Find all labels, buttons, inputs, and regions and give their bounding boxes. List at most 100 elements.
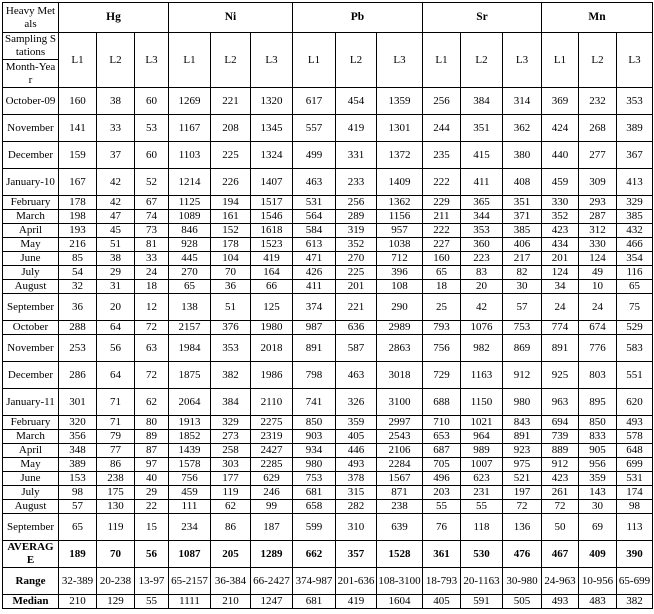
value-cell: 125 xyxy=(250,293,293,321)
value-cell: 463 xyxy=(292,168,336,196)
value-cell: 72 xyxy=(134,320,169,335)
row-label: March xyxy=(2,429,59,444)
value-cell: 99 xyxy=(250,499,293,514)
row-label: August xyxy=(2,499,59,514)
value-cell: 152 xyxy=(210,223,251,238)
value-cell: 56 xyxy=(96,334,135,362)
value-cell: 354 xyxy=(616,251,653,266)
value-cell: 413 xyxy=(616,168,653,196)
value-cell: 81 xyxy=(134,237,169,252)
value-cell: 57 xyxy=(58,499,97,514)
value-cell: 423 xyxy=(541,471,579,486)
value-cell: 38 xyxy=(96,87,135,115)
value-cell: 424 xyxy=(541,114,579,142)
value-cell: 72 xyxy=(541,499,579,514)
value-cell: 434 xyxy=(541,237,579,252)
value-cell: 361 xyxy=(422,540,461,568)
row-label: April xyxy=(2,223,59,238)
value-cell: 905 xyxy=(578,443,617,458)
value-cell: 33 xyxy=(134,251,169,266)
value-cell: 705 xyxy=(422,457,461,472)
value-cell: 309 xyxy=(578,168,617,196)
value-cell: 756 xyxy=(422,334,461,362)
value-cell: 319 xyxy=(335,223,377,238)
value-cell: 210 xyxy=(58,594,97,609)
station-header-sr-l1: L1 xyxy=(422,32,461,88)
value-cell: 374-987 xyxy=(292,567,336,595)
value-cell: 64 xyxy=(96,361,135,389)
value-cell: 20 xyxy=(96,293,135,321)
value-cell: 1517 xyxy=(250,195,293,210)
value-cell: 419 xyxy=(335,114,377,142)
value-cell: 288 xyxy=(58,320,97,335)
table-row: July 98 175 29 459 119 246 681 315 871 203 231 197 26… xyxy=(2,485,653,500)
value-cell: 201-636 xyxy=(335,567,377,595)
value-cell: 382 xyxy=(616,594,653,609)
table-row: December 159 37 60 1103 225 1324 499 331 1372 235 4… xyxy=(2,141,653,169)
value-cell: 599 xyxy=(292,513,336,541)
value-cell: 531 xyxy=(292,195,336,210)
value-cell: 238 xyxy=(96,471,135,486)
value-cell: 141 xyxy=(58,114,97,142)
value-cell: 30-980 xyxy=(502,567,542,595)
value-cell: 353 xyxy=(460,223,503,238)
value-cell: 2989 xyxy=(376,320,423,335)
value-cell: 798 xyxy=(292,361,336,389)
value-cell: 483 xyxy=(578,594,617,609)
row-label: May xyxy=(2,237,59,252)
table-row: January-10 167 42 52 1214 226 1407 463 233 1409 22… xyxy=(2,168,653,196)
value-cell: 62 xyxy=(210,499,251,514)
value-cell: 846 xyxy=(168,223,211,238)
row-label: March xyxy=(2,209,59,224)
value-cell: 871 xyxy=(376,485,423,500)
value-cell: 67 xyxy=(134,195,169,210)
value-cell: 432 xyxy=(616,223,653,238)
value-cell: 411 xyxy=(460,168,503,196)
value-cell: 385 xyxy=(616,209,653,224)
value-cell: 2543 xyxy=(376,429,423,444)
value-cell: 499 xyxy=(292,141,336,169)
value-cell: 389 xyxy=(616,114,653,142)
value-cell: 409 xyxy=(578,540,617,568)
value-cell: 459 xyxy=(541,168,579,196)
value-cell: 648 xyxy=(616,443,653,458)
value-cell: 72 xyxy=(134,361,169,389)
table-row: May 216 51 81 928 178 1523 613 352 1038 227 360 406 4… xyxy=(2,237,653,252)
value-cell: 194 xyxy=(210,195,251,210)
summary-row-range: Range 32-389 20-238 13-97 65-2157 36-384 66-24… xyxy=(2,567,653,595)
value-cell: 405 xyxy=(422,594,461,609)
value-cell: 12 xyxy=(134,293,169,321)
value-cell: 33 xyxy=(96,114,135,142)
value-cell: 310 xyxy=(335,513,377,541)
value-cell: 187 xyxy=(250,513,293,541)
value-cell: 36 xyxy=(210,279,251,294)
value-cell: 613 xyxy=(292,237,336,252)
value-cell: 756 xyxy=(168,471,211,486)
value-cell: 1324 xyxy=(250,141,293,169)
value-cell: 1407 xyxy=(250,168,293,196)
value-cell: 1362 xyxy=(376,195,423,210)
row-label: November xyxy=(2,334,59,362)
value-cell: 253 xyxy=(58,334,97,362)
value-cell: 52 xyxy=(134,168,169,196)
value-cell: 376 xyxy=(210,320,251,335)
table-row: October-09 160 38 60 1269 221 1320 617 454 1359 25… xyxy=(2,87,653,115)
heavy-metals-label: Heavy Metals xyxy=(2,2,59,33)
value-cell: 419 xyxy=(335,594,377,609)
value-cell: 411 xyxy=(292,279,336,294)
station-header-sr-l2: L2 xyxy=(460,32,503,88)
value-cell: 20-1163 xyxy=(460,567,503,595)
value-cell: 471 xyxy=(292,251,336,266)
value-cell: 1269 xyxy=(168,87,211,115)
value-cell: 10 xyxy=(578,279,617,294)
value-cell: 83 xyxy=(460,265,503,280)
value-cell: 833 xyxy=(578,429,617,444)
value-cell: 912 xyxy=(502,361,542,389)
value-cell: 70 xyxy=(96,540,135,568)
value-cell: 89 xyxy=(134,429,169,444)
table-row: August 32 31 18 65 36 66 411 201 108 18 20 30 34 10 65 xyxy=(2,279,653,294)
value-cell: 380 xyxy=(502,141,542,169)
value-cell: 753 xyxy=(502,320,542,335)
row-label: January-10 xyxy=(2,168,59,196)
